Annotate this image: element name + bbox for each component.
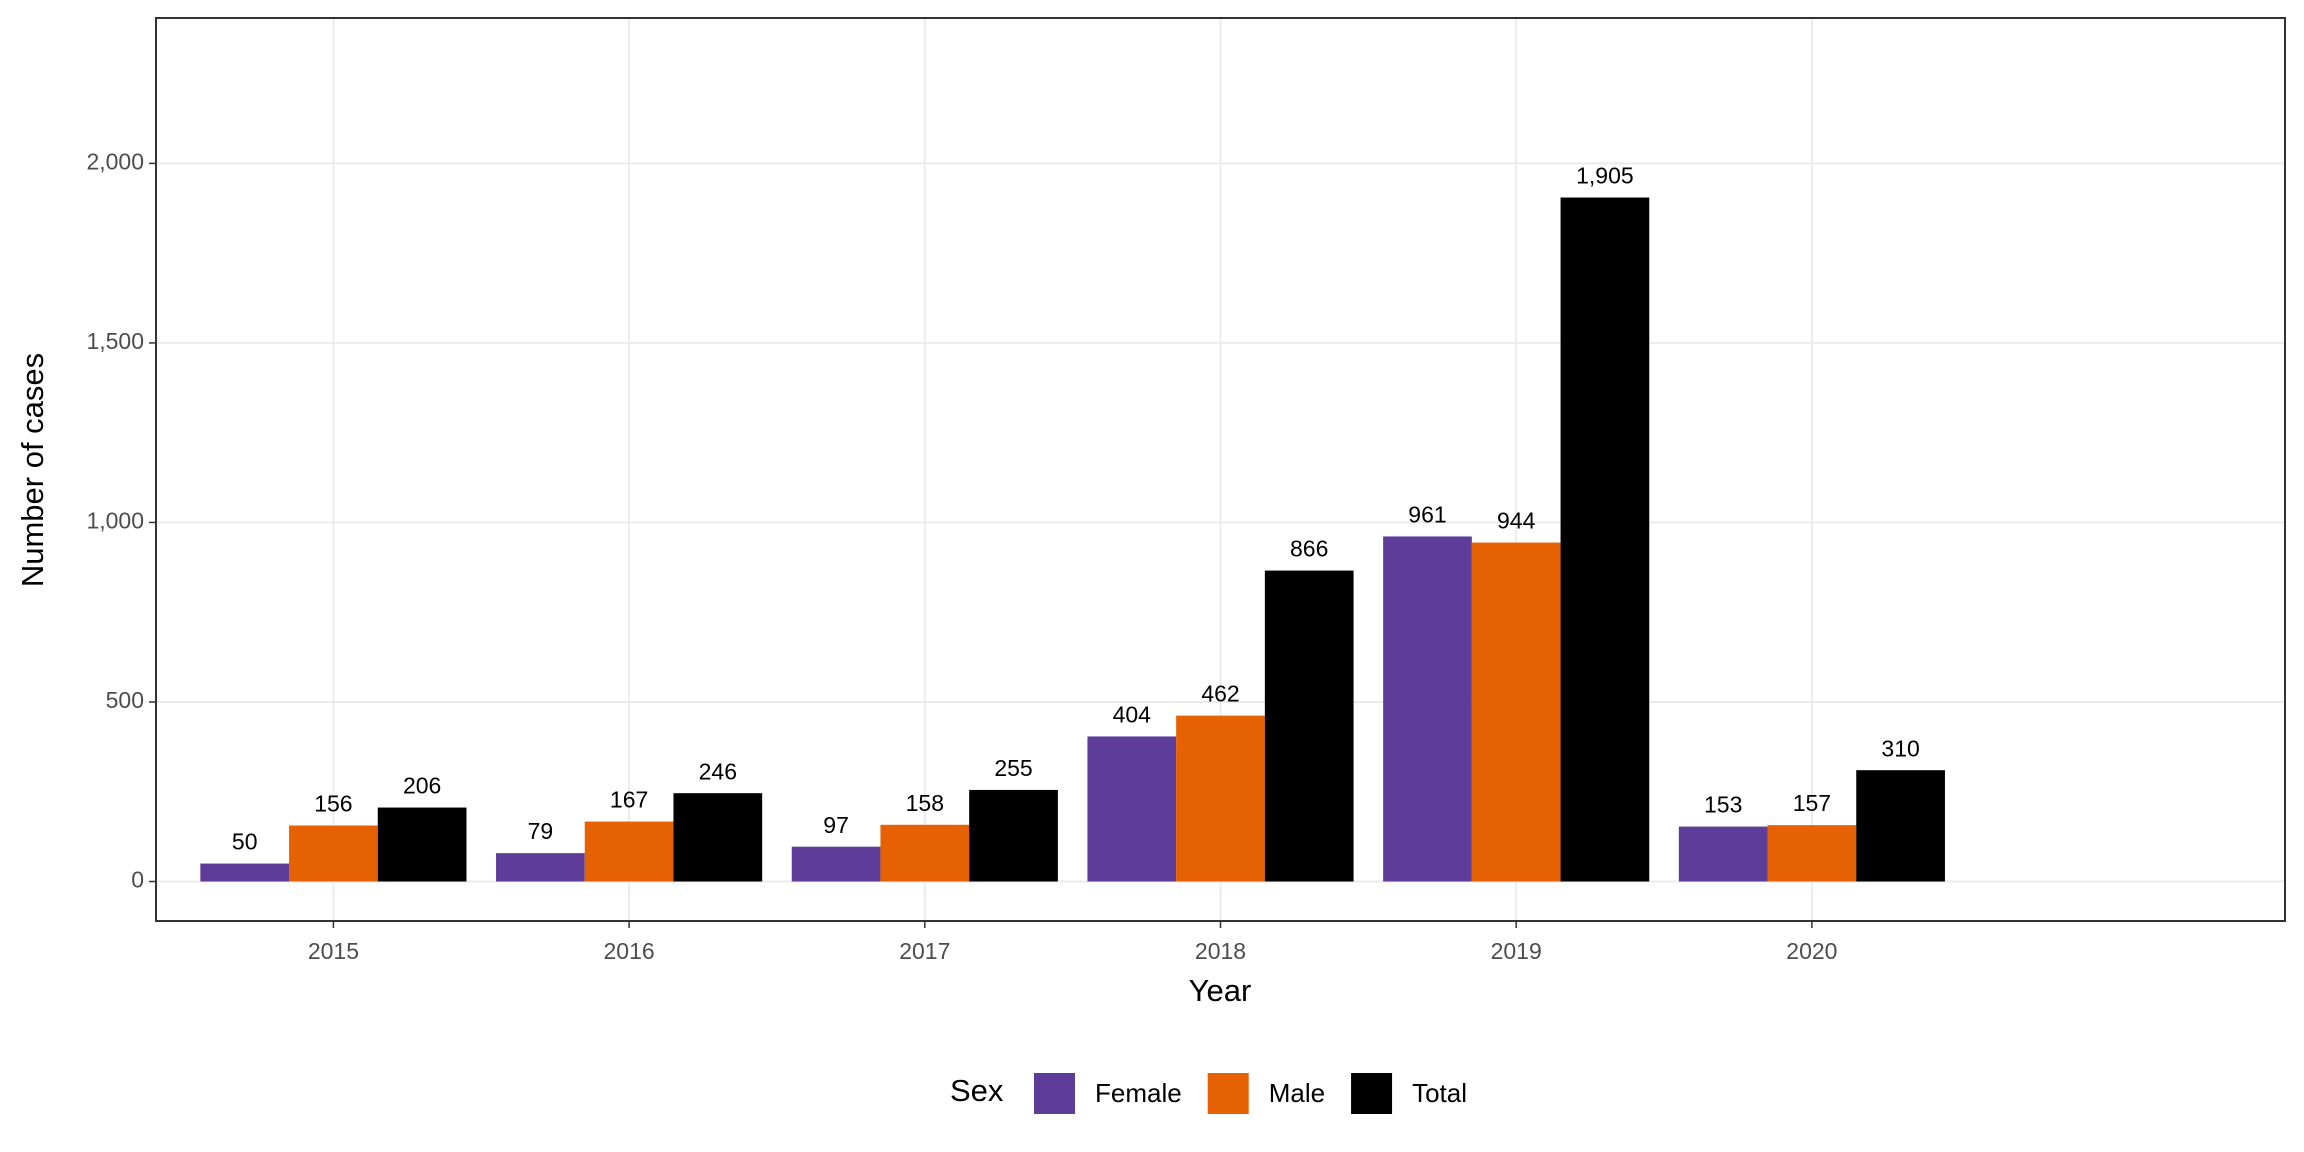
bar	[377, 807, 467, 882]
bar	[200, 863, 290, 882]
y-tick-label: 500	[106, 687, 144, 713]
bar	[584, 821, 674, 882]
legend-swatch	[1351, 1073, 1393, 1114]
legend-swatch	[1034, 1073, 1075, 1114]
bar	[673, 793, 763, 882]
bar	[289, 825, 378, 882]
panel-border	[155, 17, 2286, 922]
bar	[1176, 715, 1265, 882]
value-label: 866	[1290, 536, 1328, 562]
bar	[1678, 826, 1768, 882]
legend-swatch	[1207, 1073, 1249, 1114]
bar	[1471, 542, 1561, 882]
x-tick-label: 2015	[308, 938, 359, 964]
value-label: 157	[1793, 790, 1831, 816]
value-label: 404	[1113, 702, 1152, 728]
bar	[791, 846, 881, 882]
y-axis-title: Number of cases	[15, 353, 50, 587]
value-label: 158	[906, 790, 944, 816]
x-tick-label: 2016	[604, 938, 655, 964]
y-tick-label: 0	[131, 867, 144, 893]
value-label: 1,905	[1576, 163, 1634, 189]
bar	[969, 789, 1058, 882]
value-label: 167	[610, 787, 648, 813]
x-tick-label: 2017	[899, 938, 950, 964]
bar	[1560, 197, 1650, 882]
value-label: 156	[314, 791, 352, 817]
y-tick-label: 1,000	[86, 508, 144, 534]
bar	[1767, 825, 1857, 882]
legend-label: Total	[1412, 1078, 1467, 1108]
value-label: 206	[403, 773, 441, 799]
bar	[880, 824, 970, 882]
value-label: 961	[1408, 502, 1446, 528]
bar	[1264, 570, 1354, 882]
x-tick-label: 2019	[1491, 938, 1542, 964]
value-label: 50	[232, 829, 258, 855]
legend-label: Male	[1269, 1078, 1325, 1108]
value-label: 246	[699, 758, 737, 784]
value-label: 310	[1881, 735, 1919, 761]
bar	[1856, 770, 1945, 882]
legend-label: Female	[1095, 1078, 1182, 1108]
x-tick-label: 2020	[1786, 938, 1837, 964]
value-label: 255	[994, 755, 1032, 781]
value-label: 944	[1497, 508, 1536, 534]
value-label: 153	[1704, 792, 1742, 818]
bar	[1087, 736, 1177, 882]
bar	[496, 853, 585, 882]
y-tick-label: 2,000	[86, 148, 144, 174]
value-label: 97	[823, 812, 849, 838]
x-axis-title: Year	[1189, 973, 1252, 1008]
x-tick-label: 2018	[1195, 938, 1246, 964]
y-tick-label: 1,500	[86, 328, 144, 354]
legend-title: Sex	[950, 1073, 1004, 1108]
bar	[1383, 536, 1472, 882]
value-label: 462	[1201, 681, 1239, 707]
value-label: 79	[528, 818, 554, 844]
